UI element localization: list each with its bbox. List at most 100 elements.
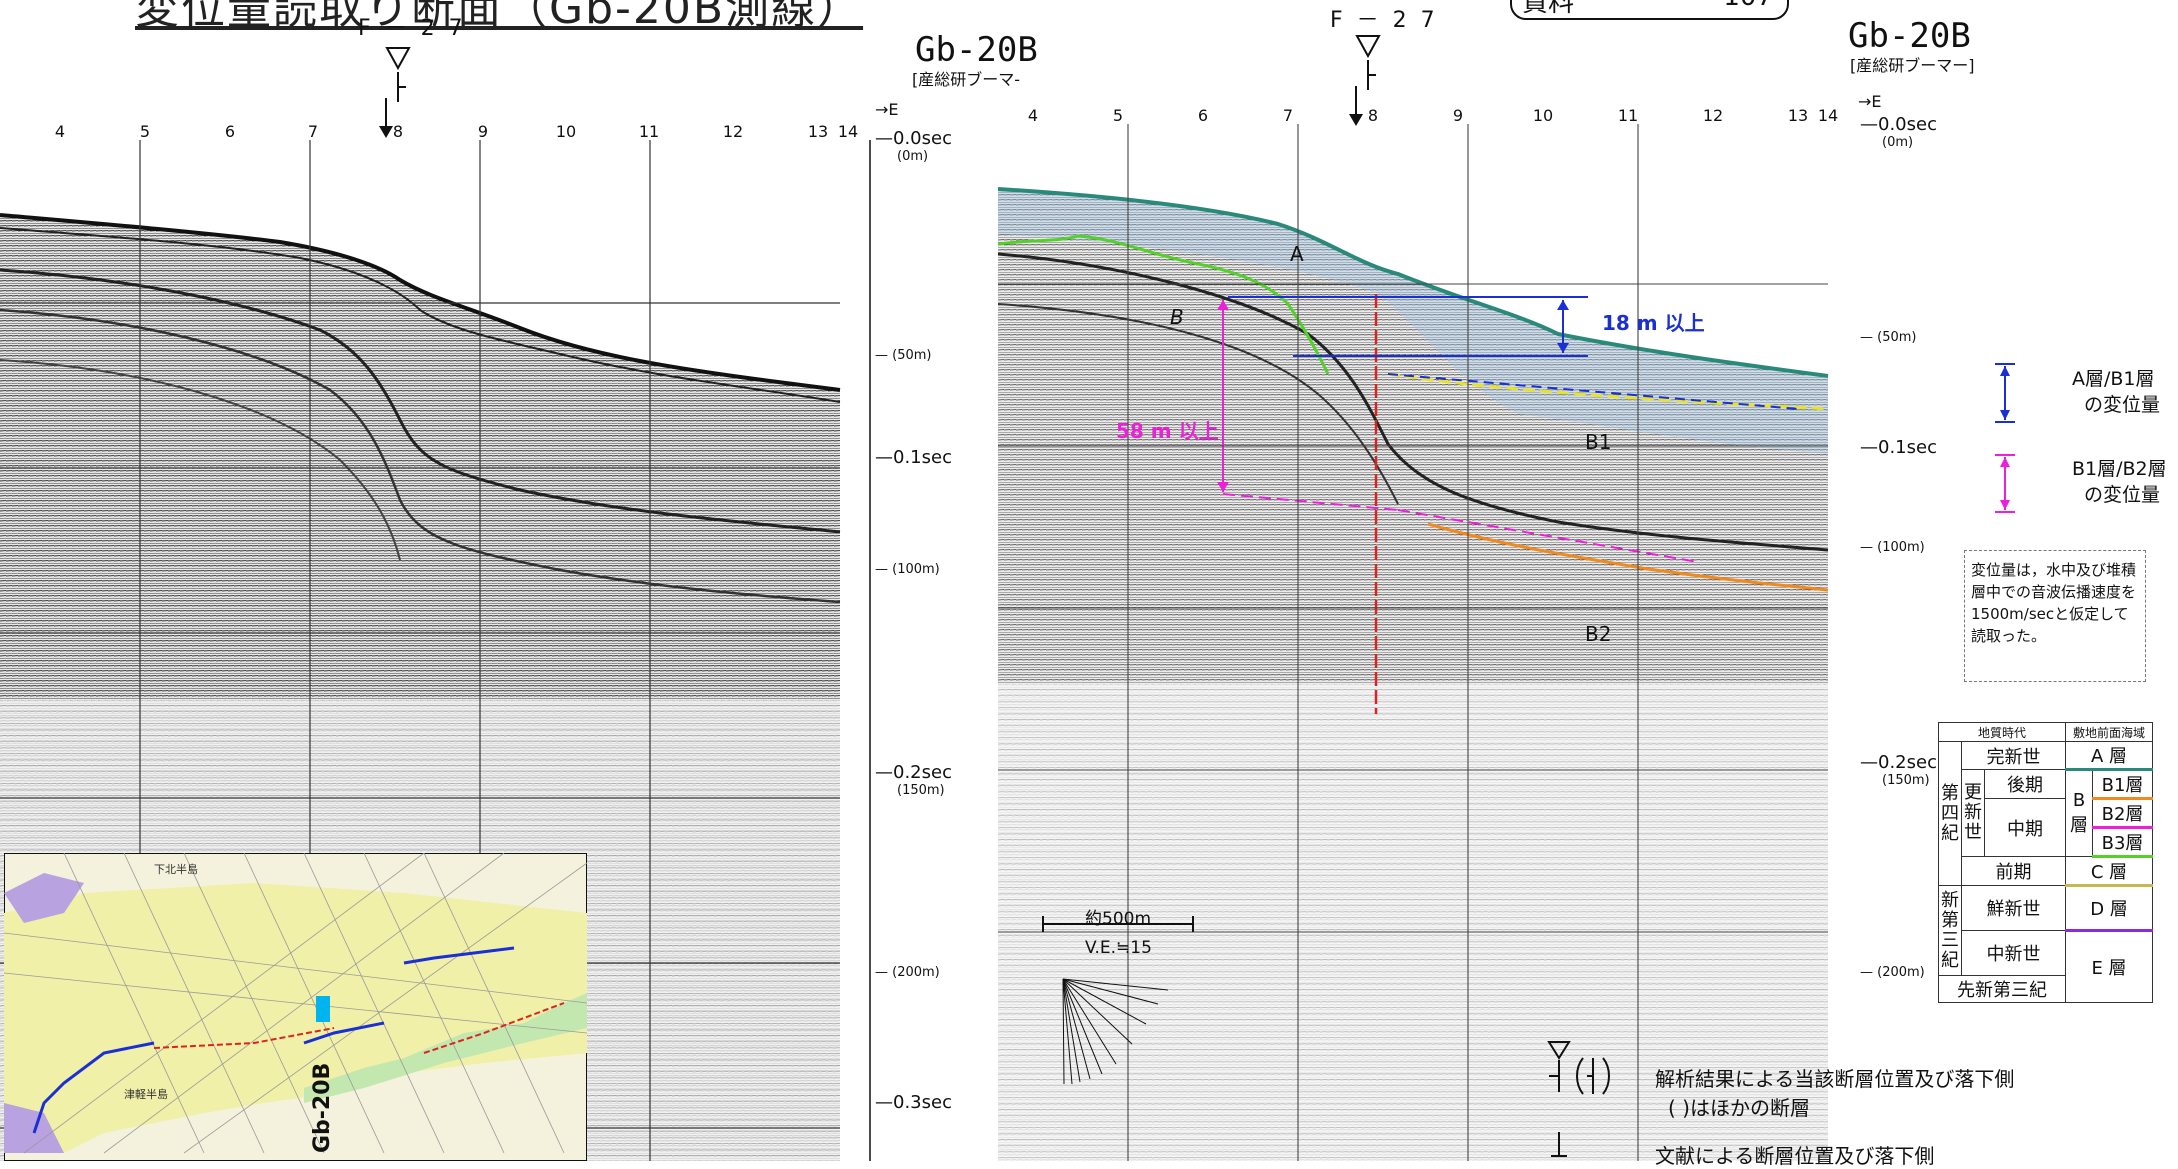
left-shot-ticks: 4 5 6 7 8 9 10 11 12 13 14 [0, 122, 900, 142]
left-profile-name: Gb-20B [915, 30, 1038, 70]
ve-fan-diagram [1062, 978, 1169, 1085]
legend-literature-fault: 文献による断層位置及び落下側 [1655, 1144, 1935, 1168]
doc-box-page: -107 [1714, 0, 1773, 12]
right-time-label-2: —0.1sec [1860, 437, 1937, 458]
left-shot-tick-12: 12 [722, 122, 744, 141]
fault-legend-symbols [1547, 1041, 1610, 1157]
magenta-displacement-label: 58 m 以上 [1116, 419, 1219, 443]
right-shot-tick-11: 11 [1617, 106, 1639, 125]
unit-c: C 層 [2065, 856, 2153, 887]
right-shot-tick-7: 7 [1282, 106, 1294, 125]
right-fault-symbol [1349, 35, 1381, 126]
left-seafloor [0, 213, 841, 392]
layer-label-b: B [1170, 305, 1184, 329]
page-title: 変位量読取り断面（Gb-20B測線） [135, 0, 864, 34]
left-fault-label: F－27 [358, 16, 477, 41]
legend-blue-line-1: A層/B1層 [2072, 368, 2155, 390]
right-fault-label: F－27 [1330, 8, 1449, 33]
era-quaternary: 第四紀 [1938, 741, 1962, 886]
unit-b: B層 [2065, 769, 2093, 857]
epoch-miocene: 中新世 [1961, 930, 2066, 976]
right-profile-name: Gb-20B [1848, 16, 1971, 56]
right-time-label-1: — (50m) [1860, 330, 1917, 345]
right-shot-tick-4: 4 [1027, 106, 1039, 125]
legend-blue-line-2: の変位量 [2084, 394, 2161, 416]
inset-location-map: 下北半島 津軽半島 Gb-20B [4, 853, 587, 1161]
left-shot-tick-10: 10 [555, 122, 577, 141]
document-reference-box: 資料 -107 [1510, 0, 1789, 20]
epoch-pliocene: 鮮新世 [1961, 885, 2066, 931]
legend-magenta-text: B1層/B2層 の変位量 [2072, 456, 2167, 508]
legend-magenta-line-2: の変位量 [2084, 484, 2161, 506]
right-seafloor [998, 187, 1829, 378]
pre-neogene: 先新第三紀 [1938, 975, 2066, 1003]
legend-analysis-fault: 解析結果による当該断層位置及び落下側 [1655, 1067, 2015, 1091]
left-shot-tick-14: 14 [837, 122, 859, 141]
era-neogene: 新第三紀 [1938, 885, 1962, 976]
unit-e: E 層 [2065, 930, 2153, 1003]
legend-magenta-line-1: B1層/B2層 [2072, 458, 2167, 480]
right-yellow-horizon [1387, 372, 1829, 411]
left-shot-tick-13: 13 [807, 122, 829, 141]
left-profile-subtitle: [産総研ブーマ- [912, 70, 1021, 89]
age-early: 前期 [1961, 856, 2066, 886]
right-orange-horizon [1427, 522, 1829, 592]
left-shot-tick-11: 11 [638, 122, 660, 141]
epoch-pleistocene: 更新世 [1961, 769, 1985, 857]
age-middle: 中期 [1984, 798, 2066, 857]
doc-box-label: 資料 [1522, 0, 1575, 18]
inset-label-tsugaru: 津軽半島 [124, 1087, 168, 1101]
left-time-label-5: — (200m) [875, 965, 940, 980]
layer-label-b2: B2 [1585, 622, 1612, 646]
left-shot-tick-7: 7 [307, 122, 319, 141]
inset-label-shimokita: 下北半島 [154, 862, 198, 876]
left-shot-tick-6: 6 [224, 122, 236, 141]
unit-b1: B1層 [2092, 768, 2153, 800]
unit-b2: B2層 [2092, 798, 2153, 829]
right-shot-ticks: 4 5 6 7 8 9 10 11 12 13 14 [0, 106, 1860, 126]
legend-other-fault: ( )はほかの断層 [1668, 1096, 1810, 1120]
right-profile-subtitle: [産総研ブーマー] [1850, 56, 1975, 75]
left-shot-tick-4: 4 [54, 122, 66, 141]
vertical-exaggeration-label: V.E.≒15 [1085, 938, 1152, 958]
right-shot-tick-13: 13 [1787, 106, 1809, 125]
left-time-label-1: — (50m) [875, 348, 932, 363]
right-shot-tick-5: 5 [1112, 106, 1124, 125]
inset-line-label: Gb-20B [310, 1063, 335, 1153]
right-time-label-4: —0.2sec (150m) [1860, 752, 1937, 788]
right-time-label-0: —0.0sec (0m) [1860, 114, 1937, 150]
right-shot-tick-9: 9 [1452, 106, 1464, 125]
right-shot-tick-14: 14 [1817, 106, 1839, 125]
left-fault-symbol [379, 47, 411, 138]
layer-label-a: A [1290, 242, 1304, 266]
left-time-label-6: —0.3sec [875, 1092, 952, 1113]
left-shot-tick-8: 8 [392, 122, 404, 141]
right-seismic-section [998, 124, 1829, 1161]
table-header-age: 地質時代 [1938, 722, 2066, 742]
left-shot-tick-5: 5 [139, 122, 151, 141]
blue-displacement-label: 18 m 以上 [1602, 311, 1705, 335]
legend-arrows [1995, 363, 2015, 513]
left-time-label-3: — (100m) [875, 562, 940, 577]
stratigraphy-table: 地質時代 敷地前面海域 第四紀 完新世 A 層 更新世 後期 B層 B1層 中期… [1938, 722, 2153, 1003]
right-shot-tick-8: 8 [1367, 106, 1379, 125]
legend-blue-text: A層/B1層 の変位量 [2072, 366, 2160, 418]
unit-d: D 層 [2065, 885, 2153, 932]
epoch-holocene: 完新世 [1961, 741, 2066, 770]
left-shot-tick-9: 9 [477, 122, 489, 141]
right-direction-label: →E [1858, 92, 1882, 111]
left-time-label-0: —0.0sec (0m) [875, 128, 952, 164]
right-time-label-5: — (200m) [1860, 965, 1925, 980]
table-header-area: 敷地前面海域 [2065, 722, 2153, 742]
right-shot-tick-12: 12 [1702, 106, 1724, 125]
scale-bar-label: 約500m [1085, 909, 1152, 929]
layer-label-b1: B1 [1585, 430, 1612, 454]
left-time-label-4: —0.2sec (150m) [875, 762, 952, 798]
age-late: 後期 [1984, 769, 2066, 799]
right-shot-tick-10: 10 [1532, 106, 1554, 125]
right-shot-tick-6: 6 [1197, 106, 1209, 125]
left-direction-label: →E [875, 100, 899, 119]
left-time-label-2: —0.1sec [875, 447, 952, 468]
unit-b3: B3層 [2092, 827, 2153, 858]
right-time-label-3: — (100m) [1860, 540, 1925, 555]
